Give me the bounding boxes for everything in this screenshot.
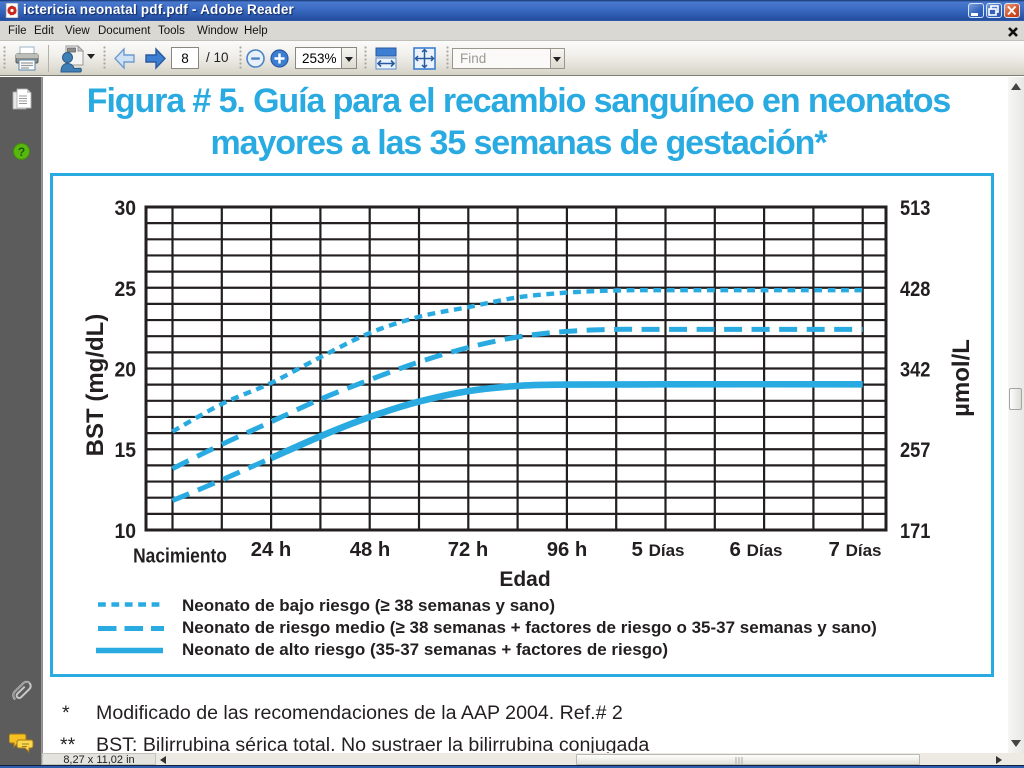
svg-text:6 Días: 6 Días [729,538,782,561]
svg-text:20: 20 [115,359,137,382]
svg-text:96 h: 96 h [547,538,588,561]
svg-text:Neonato de riesgo medio (≥ 38: Neonato de riesgo medio (≥ 38 semanas + … [182,618,877,637]
svg-text:24 h: 24 h [251,538,292,561]
svg-text:BST (mg/dL): BST (mg/dL) [82,314,109,457]
svg-text:257: 257 [900,439,930,462]
svg-text:Edad: Edad [499,568,550,591]
svg-text:428: 428 [900,278,931,301]
svg-text:Nacimiento: Nacimiento [133,546,227,568]
svg-text:µmol/L: µmol/L [948,339,975,417]
svg-text:48 h: 48 h [350,538,391,561]
svg-text:Neonato de alto riesgo (35-37: Neonato de alto riesgo (35-37 semanas + … [182,640,668,659]
svg-text:?: ? [18,145,25,159]
svg-text:Neonato de bajo riesgo (≥ 38 s: Neonato de bajo riesgo (≥ 38 semanas y s… [182,596,555,615]
svg-text:10: 10 [115,520,137,543]
svg-text:15: 15 [115,439,137,462]
svg-text:342: 342 [900,359,930,382]
svg-text:513: 513 [900,197,930,220]
svg-text:30: 30 [115,197,137,220]
svg-text:7 Días: 7 Días [828,538,881,561]
svg-text:5 Días: 5 Días [631,538,684,561]
svg-text:25: 25 [115,278,137,301]
svg-text:171: 171 [900,520,931,543]
svg-text:72 h: 72 h [448,538,489,561]
